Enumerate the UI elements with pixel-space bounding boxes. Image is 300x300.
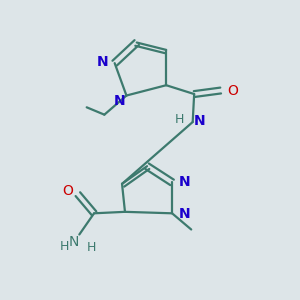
Text: N: N xyxy=(178,175,190,188)
Text: N: N xyxy=(97,55,108,69)
Text: N: N xyxy=(68,235,79,249)
Text: N: N xyxy=(194,114,206,128)
Text: H: H xyxy=(87,241,96,254)
Text: O: O xyxy=(227,83,238,98)
Text: N: N xyxy=(178,207,190,221)
Text: O: O xyxy=(63,184,74,198)
Text: N: N xyxy=(113,94,125,108)
Text: H: H xyxy=(175,113,184,126)
Text: H: H xyxy=(60,240,69,254)
